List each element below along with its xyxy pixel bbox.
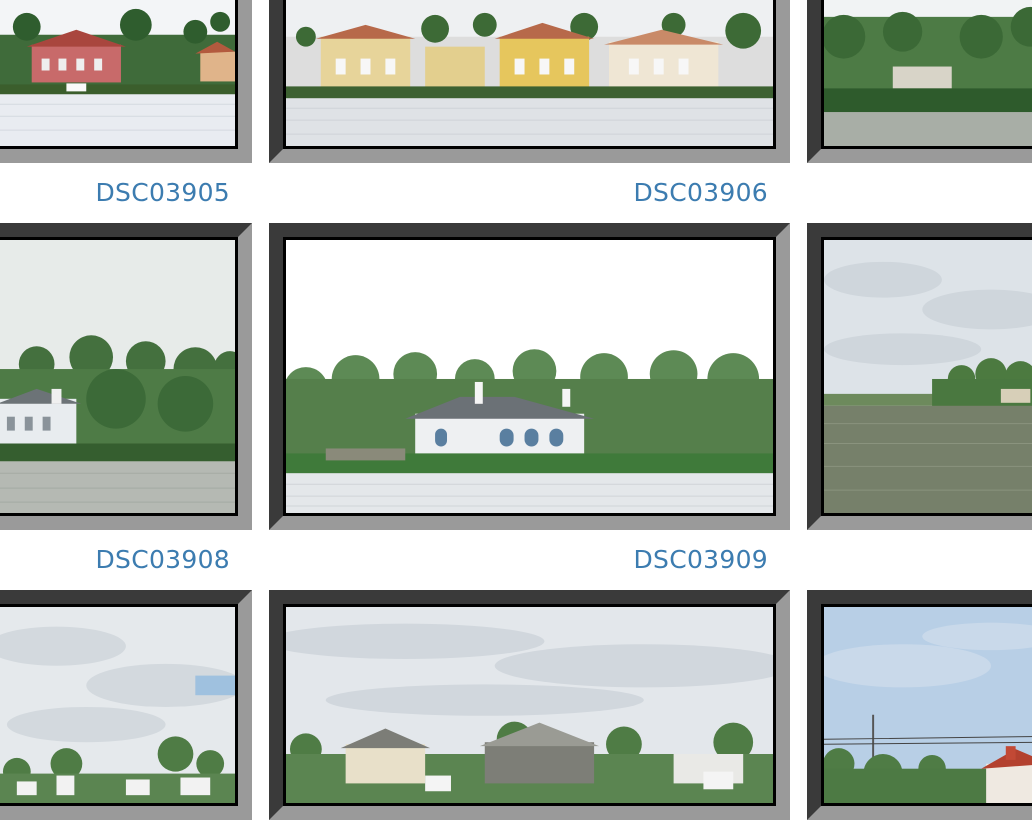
thumbnail-image[interactable]: [821, 0, 1032, 149]
thumbnail-image[interactable]: [283, 604, 776, 806]
thumbnail-frame[interactable]: [0, 0, 252, 163]
thumbnail-image[interactable]: [821, 237, 1032, 516]
thumbnail-image[interactable]: [283, 237, 776, 516]
thumbnail-frame[interactable]: [807, 223, 1032, 530]
thumbnail-frame[interactable]: [269, 590, 790, 820]
thumbnail-caption-link[interactable]: DSC03909: [633, 545, 768, 574]
thumbnail-frame[interactable]: [807, 0, 1032, 163]
thumbnail-caption-link[interactable]: DSC03905: [95, 178, 230, 207]
thumbnail-image[interactable]: [0, 604, 238, 806]
thumbnail-frame[interactable]: [269, 0, 790, 163]
thumbnail-frame[interactable]: [269, 223, 790, 530]
thumbnail-caption-link[interactable]: DSC03908: [95, 545, 230, 574]
thumbnail-frame[interactable]: [0, 590, 252, 820]
thumbnail-caption-link[interactable]: DSC03906: [633, 178, 768, 207]
thumbnail-frame[interactable]: [807, 590, 1032, 820]
thumbnail-image[interactable]: [0, 0, 238, 149]
thumbnail-frame[interactable]: [0, 223, 252, 530]
thumbnail-image[interactable]: [283, 0, 776, 149]
thumbnail-image[interactable]: [821, 604, 1032, 806]
thumbnail-image[interactable]: [0, 237, 238, 516]
